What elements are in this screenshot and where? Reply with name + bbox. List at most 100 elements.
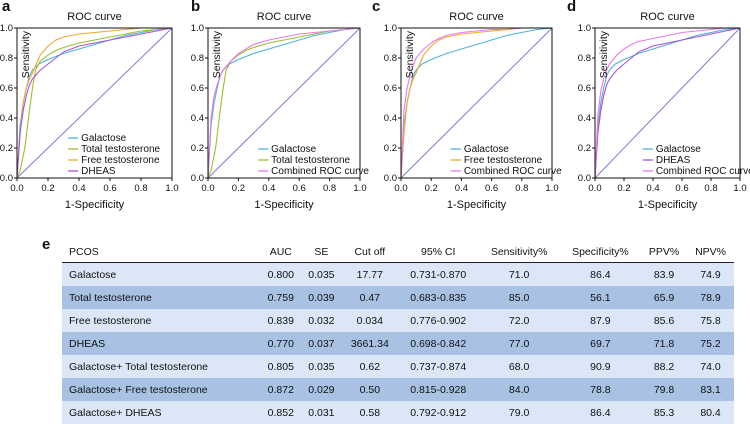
table-cell: 78.9 — [687, 286, 734, 309]
y-tick-label: 0.6 — [0, 83, 13, 94]
table-cell: 0.759 — [261, 286, 302, 309]
y-tick-label: 0.2 — [578, 143, 591, 154]
y-tick-label: 0.6 — [578, 83, 591, 94]
table-cell: 3661.34 — [342, 332, 398, 355]
table-cell: 71.8 — [641, 332, 687, 355]
x-tick-label: 0.6 — [103, 183, 116, 194]
x-tick-label: 1.0 — [353, 183, 366, 194]
table-cell: 56.1 — [560, 286, 641, 309]
x-tick-label: 0.2 — [232, 183, 245, 194]
table-cell: 0.035 — [301, 263, 342, 287]
table-cell: 68.0 — [478, 355, 559, 378]
column-header: 95% CI — [398, 242, 479, 263]
table-cell: 0.47 — [342, 286, 398, 309]
table-cell: 72.0 — [478, 309, 559, 332]
table-cell: 84.0 — [478, 378, 559, 401]
legend-label: Galactose — [656, 144, 701, 155]
column-header: Sensitivity% — [478, 242, 559, 263]
legend-label: DHEAS — [81, 166, 116, 177]
chart-title: ROC curve — [67, 11, 121, 23]
table-cell: 0.037 — [301, 332, 342, 355]
table-cell: DHEAS — [62, 332, 261, 355]
legend-label: Galactose — [271, 144, 316, 155]
table-cell: 0.029 — [301, 378, 342, 401]
y-tick-label: 1.0 — [191, 23, 204, 34]
table-cell: Galactose+ Free testosterone — [62, 378, 261, 401]
chart-title: ROC curve — [640, 11, 694, 23]
column-header: Cut off — [342, 242, 398, 263]
legend-label: Combined ROC curve — [271, 166, 369, 177]
y-tick-label: 0.6 — [384, 83, 397, 94]
roc-charts: ROC curve 0.0 0.2 0.4 0.6 0.8 1.0 0.0 0.2 0.4 0.6 0… — [0, 0, 750, 232]
table-cell: 0.039 — [301, 286, 342, 309]
table-cell: 0.737-0.874 — [398, 355, 479, 378]
table-cell: 0.62 — [342, 355, 398, 378]
table-cell: Galactose — [62, 263, 261, 287]
x-tick-label: 0.0 — [588, 183, 601, 194]
legend-label: Combined ROC curve — [656, 166, 750, 177]
y-axis-label: Sensitivity — [20, 30, 32, 78]
y-tick-label: 0.0 — [191, 173, 204, 184]
table-cell: Free testosterone — [62, 309, 261, 332]
x-tick-label: 0.6 — [293, 183, 306, 194]
x-tick-label: 1.0 — [733, 183, 746, 194]
y-tick-label: 0.2 — [384, 143, 397, 154]
column-header: PCOS — [62, 242, 261, 263]
column-header: PPV% — [641, 242, 687, 263]
column-header: SE — [301, 242, 342, 263]
table-cell: 0.031 — [301, 401, 342, 424]
column-header: AUC — [261, 242, 302, 263]
column-header: NPV% — [687, 242, 734, 263]
table-cell: 0.815-0.928 — [398, 378, 479, 401]
legend-label: Galactose — [81, 133, 126, 144]
table-cell: 79.8 — [641, 378, 687, 401]
table-cell: 74.9 — [687, 263, 734, 287]
table-cell: 71.0 — [478, 263, 559, 287]
x-axis-label: 1-Specificity — [65, 199, 125, 211]
table-cell: 88.2 — [641, 355, 687, 378]
y-tick-label: 0.4 — [0, 113, 13, 124]
legend-label: Total testosterone — [271, 155, 350, 166]
x-axis-label: 1-Specificity — [254, 199, 314, 211]
legend-label: Free testosterone — [464, 155, 543, 166]
table-cell: 80.4 — [687, 401, 734, 424]
table-cell: 75.2 — [687, 332, 734, 355]
y-axis-label: Sensitivity — [211, 30, 223, 78]
table-cell: Total testosterone — [62, 286, 261, 309]
legend-label: Galactose — [464, 144, 509, 155]
table-cell: 0.770 — [261, 332, 302, 355]
table-cell: 90.9 — [560, 355, 641, 378]
x-tick-label: 0.6 — [675, 183, 688, 194]
x-tick-label: 0.4 — [455, 183, 468, 194]
table-cell: 0.50 — [342, 378, 398, 401]
y-tick-label: 0.0 — [0, 173, 13, 184]
x-tick-label: 0.8 — [323, 183, 336, 194]
x-tick-label: 0.6 — [485, 183, 498, 194]
legend-label: Free testosterone — [81, 155, 160, 166]
table-cell: 78.8 — [560, 378, 641, 401]
x-tick-label: 0.4 — [646, 183, 659, 194]
legend-label: Combined ROC curve — [464, 166, 562, 177]
y-tick-label: 0.8 — [578, 53, 591, 64]
x-tick-label: 0.2 — [617, 183, 630, 194]
table-cell: 69.7 — [560, 332, 641, 355]
table-cell: Galactose+ DHEAS — [62, 401, 261, 424]
table-cell: 65.9 — [641, 286, 687, 309]
table-cell: 85.6 — [641, 309, 687, 332]
chart-title: ROC curve — [257, 11, 311, 23]
table-cell: 0.698-0.842 — [398, 332, 479, 355]
x-tick-label: 1.0 — [165, 183, 178, 194]
y-tick-label: 0.8 — [384, 53, 397, 64]
x-tick-label: 0.0 — [394, 183, 407, 194]
x-tick-label: 0.8 — [704, 183, 717, 194]
legend-label: DHEAS — [656, 155, 691, 166]
